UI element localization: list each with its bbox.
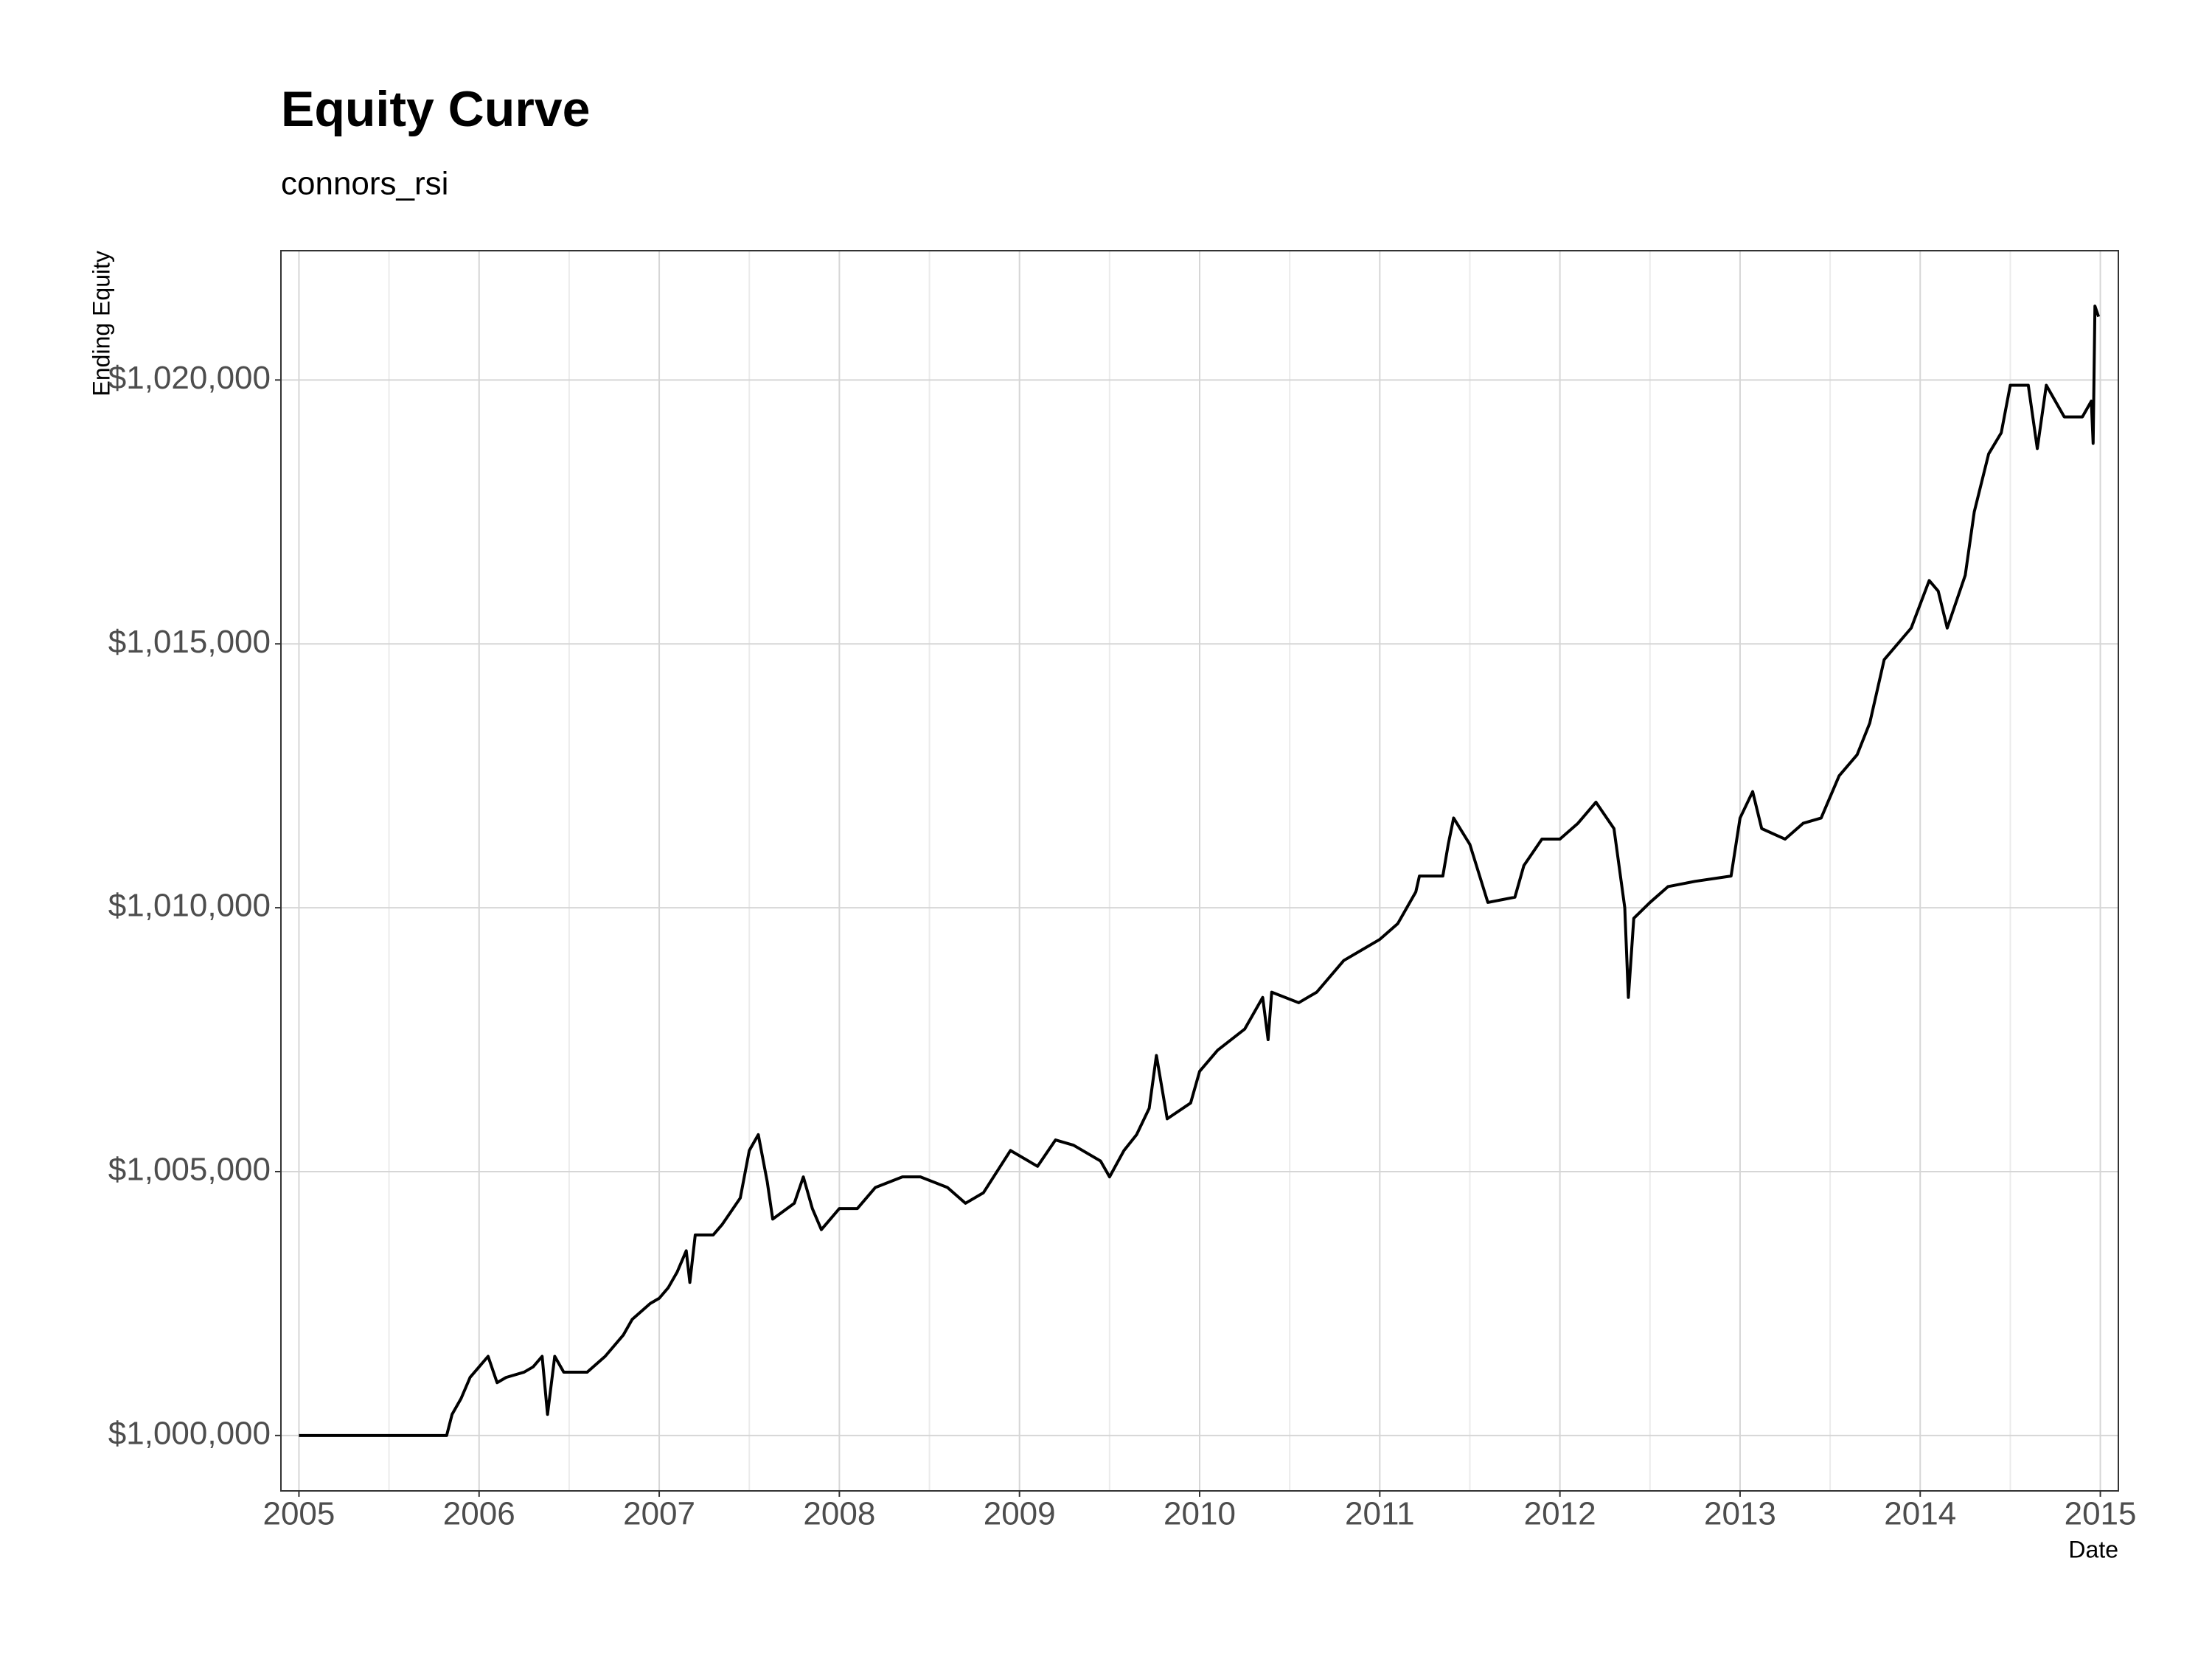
x-tick-label: 2006 [443, 1496, 515, 1532]
x-tick-label: 2014 [1884, 1496, 1956, 1532]
x-tick-label: 2008 [803, 1496, 875, 1532]
grid [281, 251, 2118, 1491]
equity-line [299, 305, 2101, 1437]
x-axis-title: Date [2068, 1536, 2118, 1562]
x-tick-label: 2010 [1164, 1496, 1236, 1532]
x-tick-label: 2013 [1704, 1496, 1776, 1532]
x-tick-label: 2007 [623, 1496, 695, 1532]
y-tick-label: $1,015,000 [108, 624, 271, 660]
y-axis-title: Ending Equity [88, 251, 114, 396]
y-tick-label: $1,000,000 [108, 1415, 271, 1451]
x-tick-label: 2011 [1345, 1496, 1415, 1532]
plot [299, 305, 2101, 1437]
chart-title: Equity Curve [281, 81, 590, 137]
x-tick-label: 2012 [1524, 1496, 1596, 1532]
y-tick-label: $1,020,000 [108, 360, 271, 396]
chart-subtitle: connors_rsi [281, 166, 448, 202]
x-tick-label: 2015 [2065, 1496, 2137, 1532]
y-tick-label: $1,010,000 [108, 888, 271, 924]
x-tick-label: 2009 [984, 1496, 1056, 1532]
x-tick-label: 2005 [262, 1496, 335, 1532]
y-tick-label: $1,005,000 [108, 1152, 271, 1188]
